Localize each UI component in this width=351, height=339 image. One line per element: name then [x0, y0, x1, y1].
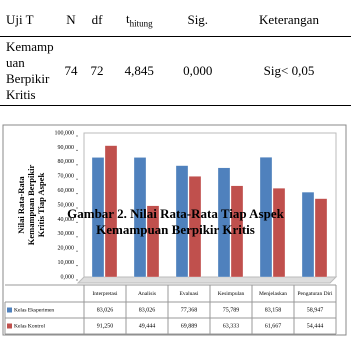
bar: [259, 157, 273, 278]
y-axis-title: Nilai Rata-Rata: [16, 176, 26, 234]
legend-label: Kelas Kontrol: [14, 323, 45, 329]
value-label: 63,333: [223, 323, 240, 329]
bar: [146, 205, 160, 278]
value-label: 54,444: [307, 323, 324, 329]
value-label: 83,158: [265, 307, 282, 313]
value-label: 58,947: [307, 307, 324, 313]
value-label: 83,026: [139, 307, 156, 313]
bar: [314, 198, 328, 278]
bar: [272, 188, 286, 278]
value-label: 61,667: [265, 323, 282, 329]
legend-swatch: [7, 323, 12, 329]
ttest-table: Uji T N df thitung Sig. Keterangan Kemam…: [0, 4, 351, 106]
floor: [76, 276, 338, 284]
value-label: 77,368: [181, 307, 198, 313]
header: Uji T: [0, 4, 58, 37]
value-label: 49,444: [139, 323, 156, 329]
x-tick-label: Menjelaskan: [259, 291, 287, 297]
bar: [188, 176, 202, 278]
y-tick-label: 0,000: [61, 274, 75, 280]
x-tick-label: Kesimpulan: [218, 291, 245, 297]
value-label: 91,250: [97, 323, 114, 329]
cell: 0,000: [168, 36, 228, 106]
chart: 0,000 10,000 20,000 30,000 40,000 50,000 60,00…: [2, 124, 347, 336]
header: Keterangan: [227, 4, 351, 37]
header: Sig.: [168, 4, 228, 37]
value-label: 75,789: [223, 307, 240, 313]
header-row: Uji T N df thitung Sig. Keterangan: [0, 4, 351, 37]
cell: 72: [84, 36, 110, 106]
caption: Gambar 2. Nilai Rata-Rata Tiap Aspek: [67, 206, 284, 221]
cell: 74: [58, 36, 84, 106]
value-label: 83,026: [97, 307, 114, 313]
y-tick-label: 50,000: [58, 202, 75, 208]
value-label: 69,889: [181, 323, 198, 329]
bar: [301, 191, 315, 278]
header: t: [125, 11, 130, 27]
x-tick-label: Evaluasi: [180, 291, 199, 297]
header-sub: hitung: [129, 18, 153, 29]
y-tick-label: 30,000: [58, 231, 75, 237]
y-tick-label: 100,000: [55, 130, 75, 136]
y-tick-label: 80,000: [58, 159, 75, 165]
legend-swatch: [7, 307, 12, 313]
header: df: [84, 4, 110, 37]
y-tick-label: 20,000: [58, 246, 75, 252]
bar: [104, 145, 118, 278]
x-tick-label: Pengaturan Diri: [298, 291, 333, 297]
y-tick-label: 10,000: [58, 260, 75, 266]
caption: Kemampuan Berpikir Kritis: [96, 222, 255, 237]
x-tick-label: Analisis: [138, 291, 156, 297]
y-tick-label: 60,000: [58, 188, 75, 194]
bar: [175, 165, 189, 278]
y-tick-label: 90,000: [58, 145, 75, 151]
cell: Kemampuan Berpikir Kritis: [0, 36, 58, 106]
bar: [91, 157, 105, 278]
header: N: [58, 4, 84, 37]
cell: 4,845: [110, 36, 169, 106]
legend-label: Kelas Eksperimen: [14, 307, 54, 313]
cell: Sig< 0,05: [227, 36, 351, 106]
x-tick-label: Interpretasi: [92, 291, 118, 297]
y-tick-label: 70,000: [58, 174, 75, 180]
bar: [230, 185, 244, 278]
y-tick-label: 40,000: [58, 217, 75, 223]
header: thitung: [110, 4, 169, 37]
bar: [217, 167, 231, 278]
back-wall: [83, 132, 337, 278]
bar: [133, 157, 147, 278]
row: Kemampuan Berpikir Kritis 74 72 4,845 0,…: [0, 36, 351, 106]
y-axis-title: Kritis Tiap Aspek: [36, 173, 46, 238]
y-axis-title: Kemampuan Berpikir: [26, 165, 36, 246]
